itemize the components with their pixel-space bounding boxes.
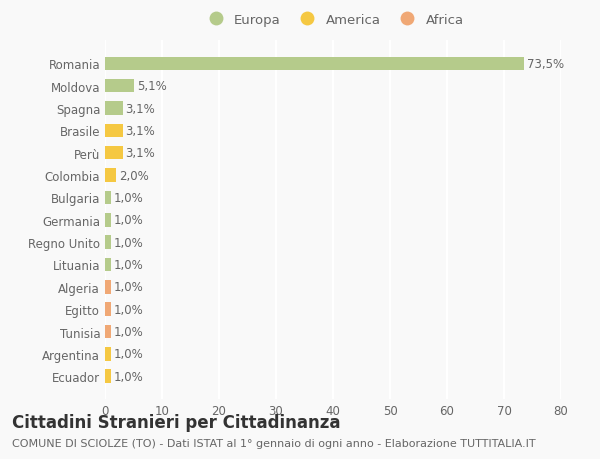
Bar [105, 80, 134, 93]
Text: 1,0%: 1,0% [113, 236, 143, 249]
Text: 3,1%: 3,1% [125, 147, 155, 160]
Bar [105, 347, 111, 361]
Bar [105, 124, 122, 138]
Text: 1,0%: 1,0% [113, 281, 143, 294]
Bar [105, 258, 111, 272]
Bar [105, 57, 524, 71]
Text: 5,1%: 5,1% [137, 80, 167, 93]
Bar [105, 303, 111, 316]
Bar [105, 236, 111, 249]
Text: 1,0%: 1,0% [113, 191, 143, 205]
Text: 3,1%: 3,1% [125, 102, 155, 115]
Legend: Europa, America, Africa: Europa, America, Africa [197, 9, 469, 32]
Bar [105, 147, 122, 160]
Bar [105, 169, 116, 182]
Text: 1,0%: 1,0% [113, 303, 143, 316]
Text: 1,0%: 1,0% [113, 370, 143, 383]
Text: 1,0%: 1,0% [113, 347, 143, 361]
Text: 1,0%: 1,0% [113, 258, 143, 271]
Bar [105, 213, 111, 227]
Text: 73,5%: 73,5% [527, 58, 564, 71]
Text: Cittadini Stranieri per Cittadinanza: Cittadini Stranieri per Cittadinanza [12, 413, 341, 431]
Text: 3,1%: 3,1% [125, 125, 155, 138]
Text: 1,0%: 1,0% [113, 325, 143, 338]
Text: 2,0%: 2,0% [119, 169, 149, 182]
Bar [105, 325, 111, 338]
Bar [105, 191, 111, 205]
Bar [105, 102, 122, 116]
Text: 1,0%: 1,0% [113, 214, 143, 227]
Text: COMUNE DI SCIOLZE (TO) - Dati ISTAT al 1° gennaio di ogni anno - Elaborazione TU: COMUNE DI SCIOLZE (TO) - Dati ISTAT al 1… [12, 438, 536, 448]
Bar [105, 280, 111, 294]
Bar [105, 369, 111, 383]
